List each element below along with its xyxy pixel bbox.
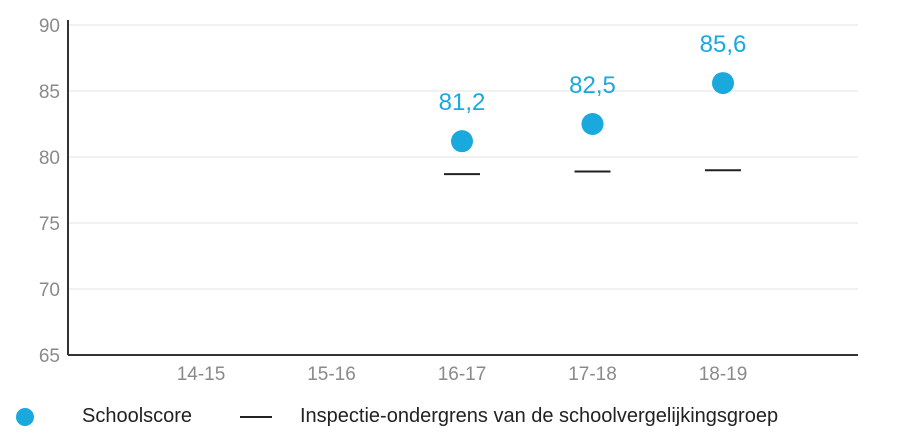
- score-point: [451, 130, 473, 153]
- legend-item-schoolscore: Schoolscore: [16, 405, 192, 428]
- grid-lines: [68, 24, 858, 290]
- x-tick-label: 14-15: [177, 364, 226, 385]
- score-point: [712, 72, 734, 95]
- x-tick-label: 15-16: [307, 364, 356, 385]
- y-tick-label: 65: [39, 346, 60, 367]
- y-tick-label: 70: [39, 280, 60, 301]
- axes: [67, 20, 858, 356]
- y-tick-label: 80: [39, 148, 60, 169]
- x-axis-ticks: 14-15 15-16 16-17 17-18 18-19: [177, 364, 748, 385]
- y-tick-label: 85: [39, 82, 60, 103]
- x-tick-label: 16-17: [438, 364, 487, 385]
- y-axis-ticks: 90 85 80 75 70 65: [39, 16, 60, 367]
- legend-line-icon: [240, 415, 272, 418]
- legend-dot-icon: [16, 407, 34, 426]
- x-tick-label: 18-19: [699, 364, 748, 385]
- score-data-label: 82,5: [569, 72, 616, 99]
- score-data-label: 85,6: [700, 31, 747, 58]
- score-data-label: 81,2: [439, 89, 486, 116]
- y-tick-label: 90: [39, 16, 60, 37]
- legend-label-schoolscore: Schoolscore: [82, 405, 193, 427]
- chart: 90 85 80 75 70 65 14-15 15-16 16-17 17-18 18-19 8…: [39, 16, 858, 385]
- legend: Schoolscore Inspectie-ondergrens van de …: [0, 393, 911, 434]
- data-marks: 81,2 82,5 85,6: [439, 31, 747, 176]
- y-tick-label: 75: [39, 214, 60, 235]
- score-point: [581, 113, 604, 135]
- x-tick-label: 17-18: [568, 364, 617, 385]
- legend-label-threshold: Inspectie-ondergrens van de schoolvergel…: [300, 405, 779, 427]
- legend-item-threshold: Inspectie-ondergrens van de schoolvergel…: [240, 405, 778, 428]
